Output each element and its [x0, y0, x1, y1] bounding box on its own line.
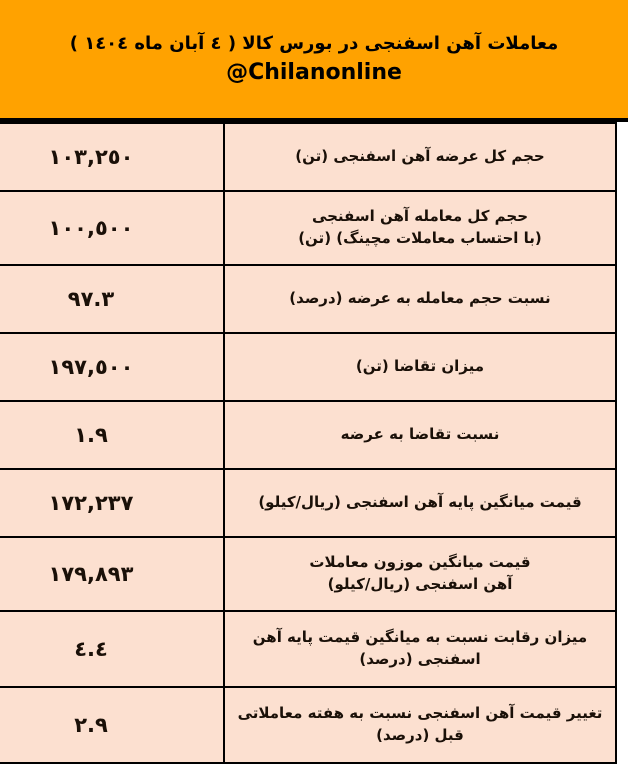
- row-value: ١.٩: [0, 400, 225, 470]
- row-value: ١٠٣,٢٥٠: [0, 122, 225, 192]
- table-row: میزان تقاضا (تن) ١٩٧,٥٠٠: [0, 332, 617, 402]
- row-label-line: حجم کل عرضه آهن اسفنجی (تن): [295, 147, 545, 166]
- table-row: حجم کل عرضه آهن اسفنجی (تن) ١٠٣,٢٥٠: [0, 122, 617, 192]
- row-label-line: آهن اسفنجی (ریال/کیلو): [327, 575, 513, 593]
- table-row: قیمت میانگین موزون معاملات آهن اسفنجی (ر…: [0, 536, 617, 612]
- row-value: ١٠٠,٥٠٠: [0, 190, 225, 266]
- row-value: ٢.٩: [0, 686, 225, 764]
- row-label-line: میزان تقاضا (تن): [355, 357, 485, 376]
- row-label-line: میزان رقابت نسبت به میانگین قیمت پایه آه…: [252, 628, 588, 647]
- row-label: قیمت میانگین موزون معاملات آهن اسفنجی (ر…: [223, 536, 617, 612]
- row-label-line: (با احتساب معاملات مچینگ) (تن): [298, 229, 542, 247]
- row-label: تغییر قیمت آهن اسفنجی نسبت به هفته معامل…: [223, 686, 617, 764]
- row-label: نسبت حجم معامله به عرضه (درصد): [223, 264, 617, 334]
- row-label-line: نسبت تقاضا به عرضه: [340, 425, 500, 444]
- row-label-line: حجم کل معامله آهن اسفنجی: [311, 207, 529, 226]
- row-label: قیمت میانگین پایه آهن اسفنجی (ریال/کیلو): [223, 468, 617, 538]
- row-label: حجم کل عرضه آهن اسفنجی (تن): [223, 122, 617, 192]
- stats-table-wrapper: حجم کل عرضه آهن اسفنجی (تن) ١٠٣,٢٥٠ حجم …: [0, 122, 617, 764]
- row-label-line: قیمت میانگین موزون معاملات: [309, 553, 531, 572]
- row-label-line: نسبت حجم معامله به عرضه (درصد): [289, 289, 551, 308]
- row-value: ١٧٩,٨٩٣: [0, 536, 225, 612]
- row-value: ١٧٢,٢٣٧: [0, 468, 225, 538]
- table-row: نسبت تقاضا به عرضه ١.٩: [0, 400, 617, 470]
- table-row: نسبت حجم معامله به عرضه (درصد) ٩٧.٣: [0, 264, 617, 334]
- stats-table-body: حجم کل عرضه آهن اسفنجی (تن) ١٠٣,٢٥٠ حجم …: [0, 122, 617, 764]
- header-banner: معاملات آهن اسفنجی در بورس کالا ( ٤ آبان…: [0, 0, 628, 122]
- row-label: حجم کل معامله آهن اسفنجی (با احتساب معام…: [223, 190, 617, 266]
- table-row: میزان رقابت نسبت به میانگین قیمت پایه آه…: [0, 610, 617, 688]
- row-label-line: اسفنجی (درصد): [359, 650, 481, 668]
- row-label: نسبت تقاضا به عرضه: [223, 400, 617, 470]
- page-title: معاملات آهن اسفنجی در بورس کالا ( ٤ آبان…: [69, 33, 559, 55]
- row-value: ١٩٧,٥٠٠: [0, 332, 225, 402]
- row-value: ٤.٤: [0, 610, 225, 688]
- table-row: حجم کل معامله آهن اسفنجی (با احتساب معام…: [0, 190, 617, 266]
- row-label-line: قیمت میانگین پایه آهن اسفنجی (ریال/کیلو): [258, 493, 582, 512]
- row-value: ٩٧.٣: [0, 264, 225, 334]
- row-label: میزان رقابت نسبت به میانگین قیمت پایه آه…: [223, 610, 617, 688]
- row-label: میزان تقاضا (تن): [223, 332, 617, 402]
- table-row: تغییر قیمت آهن اسفنجی نسبت به هفته معامل…: [0, 686, 617, 764]
- row-label-line: قبل (درصد): [376, 726, 464, 744]
- row-label-line: تغییر قیمت آهن اسفنجی نسبت به هفته معامل…: [237, 704, 603, 723]
- table-row: قیمت میانگین پایه آهن اسفنجی (ریال/کیلو)…: [0, 468, 617, 538]
- source-handle: @Chilanonline: [226, 59, 402, 85]
- stats-table: حجم کل عرضه آهن اسفنجی (تن) ١٠٣,٢٥٠ حجم …: [0, 122, 617, 764]
